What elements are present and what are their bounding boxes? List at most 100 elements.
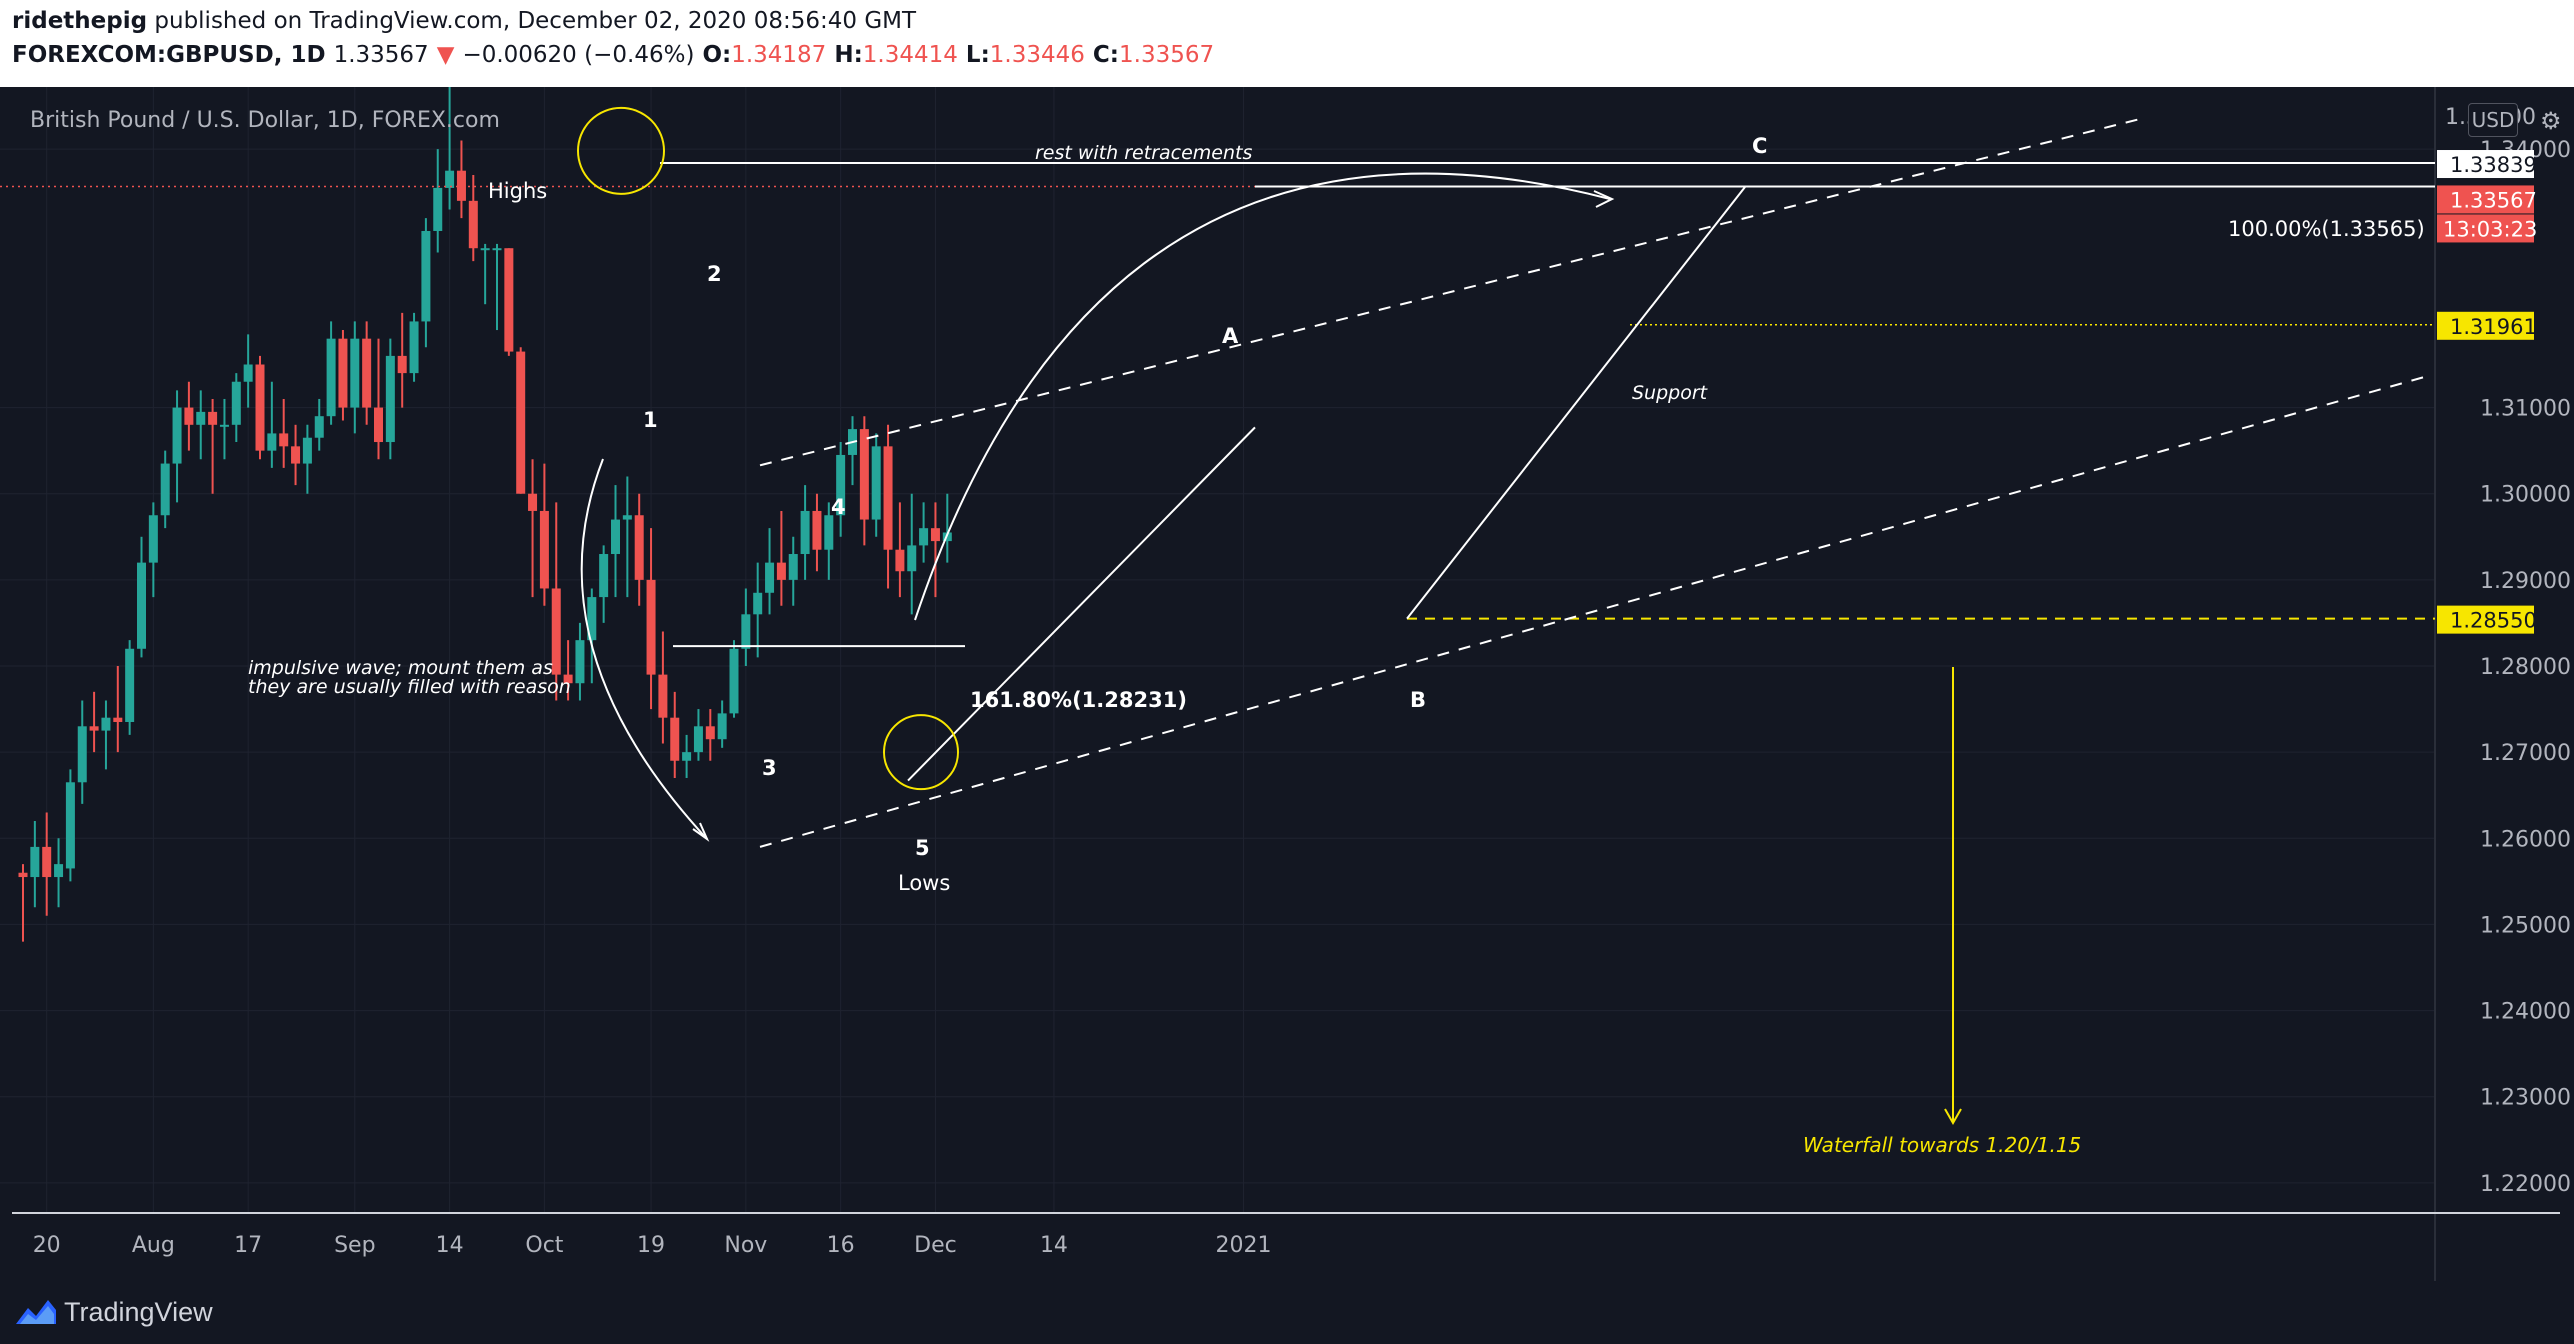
candle-body bbox=[30, 846, 40, 878]
candle-body bbox=[587, 597, 597, 641]
candle-body bbox=[374, 407, 383, 443]
wave-c-label: C bbox=[1752, 134, 1767, 158]
y-tick-label: 1.27000 bbox=[2480, 741, 2571, 766]
b-level-price-box bbox=[2437, 605, 2534, 634]
candle-body bbox=[291, 446, 301, 464]
candle-body bbox=[611, 519, 620, 555]
fib-161-label: 161.80%(1.28231) bbox=[970, 688, 1187, 712]
channel-lower bbox=[759, 373, 2433, 848]
b-level-price-label: 1.28550 bbox=[2450, 609, 2537, 633]
impulsive-annotation-1: impulsive wave; mount them as bbox=[248, 657, 553, 679]
candle-body bbox=[338, 338, 348, 408]
candle-body bbox=[480, 248, 490, 251]
candle-body bbox=[800, 510, 810, 555]
rest-arrow bbox=[914, 172, 1611, 621]
lows-label: Lows bbox=[898, 871, 950, 895]
y-tick-label: 1.31000 bbox=[2480, 397, 2571, 422]
candle-body bbox=[184, 407, 194, 425]
tradingview-cloud-icon bbox=[16, 1300, 56, 1324]
y-tick-label: 1.28000 bbox=[2480, 655, 2571, 680]
candle-body bbox=[693, 726, 703, 753]
candle-body bbox=[859, 429, 869, 520]
footer: TradingView bbox=[0, 1281, 2574, 1344]
author[interactable]: ridethepig bbox=[12, 8, 148, 34]
c-high-price-label: 1.33839 bbox=[2450, 153, 2537, 177]
candle-body bbox=[765, 562, 775, 593]
wave-1-label: 1 bbox=[643, 408, 658, 432]
low-label: L: bbox=[965, 42, 990, 68]
open-label: O: bbox=[702, 42, 732, 68]
candle-body bbox=[89, 726, 99, 731]
close-label: C: bbox=[1092, 42, 1119, 68]
candle-body bbox=[599, 554, 609, 598]
highs-circle bbox=[577, 106, 665, 195]
last-price-box bbox=[2437, 185, 2534, 214]
candle-body bbox=[504, 248, 514, 352]
wave-a-line bbox=[907, 426, 1256, 782]
y-tick-label: 1.22000 bbox=[2480, 1172, 2571, 1197]
candle-body bbox=[836, 454, 846, 516]
high-label: H: bbox=[834, 42, 863, 68]
tradingview-logo[interactable]: TradingView bbox=[14, 1295, 213, 1329]
candle-body bbox=[575, 640, 585, 684]
gear-icon[interactable]: ⚙ bbox=[2540, 107, 2562, 135]
high-value: 1.34414 bbox=[862, 42, 958, 68]
y-tick-label: 1.23000 bbox=[2480, 1086, 2571, 1111]
candle-body bbox=[125, 648, 135, 722]
candle-body bbox=[729, 648, 739, 714]
candle-body bbox=[433, 187, 443, 231]
y-tick-label: 1.24000 bbox=[2480, 1000, 2571, 1025]
chart-panel[interactable]: 1.22000 1.23000 1.24000 1.25000 1.26000 1.270… bbox=[0, 87, 2574, 1281]
impulsive-annotation-2: they are usually filled with reason bbox=[248, 676, 571, 698]
x-tick-label: 16 bbox=[827, 1233, 855, 1258]
c-high-price-box bbox=[2437, 150, 2534, 179]
candle-body bbox=[42, 846, 52, 878]
candle-body bbox=[77, 726, 87, 783]
candle-body bbox=[314, 416, 324, 438]
currency-button[interactable]: USD bbox=[2468, 103, 2518, 137]
brand-name: TradingView bbox=[64, 1296, 213, 1327]
candle-body bbox=[113, 717, 123, 722]
candle-body bbox=[753, 592, 763, 615]
candle-body bbox=[551, 588, 561, 675]
wave-c-line bbox=[1406, 186, 1746, 620]
candle-body bbox=[895, 549, 905, 572]
candle-body bbox=[528, 493, 538, 511]
last-price-label: 1.33567 bbox=[2450, 188, 2537, 212]
candle-body bbox=[634, 515, 644, 580]
candle-body bbox=[279, 433, 289, 447]
candle-body bbox=[456, 170, 466, 201]
candle-body bbox=[468, 200, 478, 249]
x-tick-label: Oct bbox=[525, 1233, 563, 1258]
y-tick-label: 1.26000 bbox=[2480, 827, 2571, 852]
candle-body bbox=[362, 338, 372, 408]
candle-body bbox=[776, 562, 786, 580]
candle-body bbox=[871, 446, 881, 520]
candle-body bbox=[788, 554, 798, 580]
countdown-box bbox=[2437, 214, 2534, 243]
candle-body bbox=[682, 752, 692, 761]
x-tick-label: 14 bbox=[436, 1233, 464, 1258]
candle-body bbox=[137, 562, 146, 649]
waterfall-annotation: Waterfall towards 1.20/1.15 bbox=[1803, 1133, 2081, 1157]
candle-body bbox=[255, 364, 265, 451]
support-annotation: Support bbox=[1632, 382, 1709, 404]
candle-body bbox=[172, 407, 182, 464]
y-tick-label: 1.29000 bbox=[2480, 569, 2571, 594]
wave-b-label: B bbox=[1410, 688, 1426, 712]
x-tick-label: 14 bbox=[1040, 1233, 1068, 1258]
chart-title: British Pound / U.S. Dollar, 1D, FOREX.c… bbox=[30, 108, 500, 133]
x-tick-label: Aug bbox=[132, 1233, 175, 1258]
wave-a-label: A bbox=[1222, 324, 1239, 348]
candle-body bbox=[54, 864, 64, 878]
support-price-box bbox=[2437, 311, 2534, 340]
candle-body bbox=[646, 579, 656, 675]
down-triangle-icon: ▼ bbox=[436, 42, 455, 68]
chart-canvas[interactable]: 1.22000 1.23000 1.24000 1.25000 1.26000 1.270… bbox=[0, 87, 2574, 1281]
candle-body bbox=[243, 364, 253, 382]
candle-body bbox=[267, 433, 277, 451]
candle-body bbox=[397, 355, 407, 374]
candle-body bbox=[907, 545, 917, 572]
candle-body bbox=[231, 381, 241, 425]
publish-info: ridethepig published on TradingView.com,… bbox=[12, 8, 916, 34]
